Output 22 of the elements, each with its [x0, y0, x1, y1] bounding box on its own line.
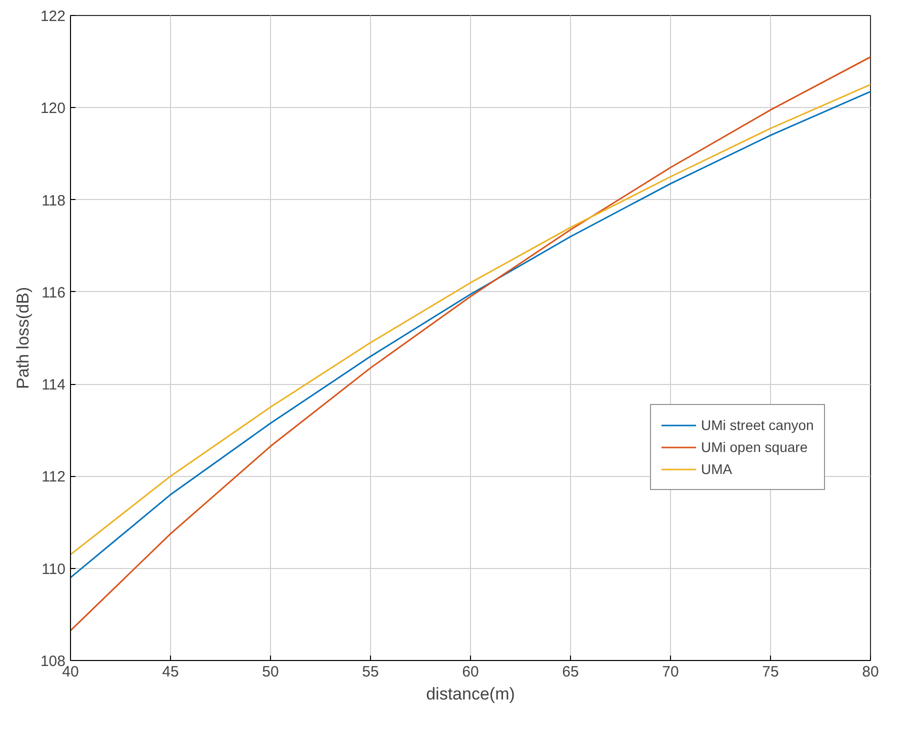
x-axis-title: distance(m)	[426, 684, 515, 704]
y-tick-label: 112	[42, 468, 66, 486]
y-tick-label: 108	[40, 653, 66, 670]
x-tick-label: 45	[162, 664, 179, 680]
y-tick-label: 114	[42, 376, 66, 394]
y-tick-label: 122	[40, 8, 66, 25]
y-tick-label: 116	[42, 284, 66, 302]
x-tick-label: 65	[562, 664, 579, 680]
x-tick-label: 70	[662, 664, 679, 680]
legend-label: UMi street canyon	[701, 417, 814, 433]
x-tick-label: 80	[862, 664, 879, 680]
y-tick-label: 118	[42, 192, 66, 210]
line-series	[70, 56, 870, 632]
x-tick-label: 75	[762, 664, 779, 680]
y-tick-label: 120	[40, 100, 66, 118]
legend-label: UMi open square	[701, 439, 808, 455]
x-tick-label: 55	[362, 664, 379, 680]
x-tick-label: 50	[262, 664, 279, 680]
y-tick-label: 110	[42, 560, 66, 578]
y-axis-title: Path loss(dB)	[13, 286, 32, 390]
x-tick-label: 60	[462, 664, 479, 680]
legend-label: UMA	[701, 461, 732, 477]
